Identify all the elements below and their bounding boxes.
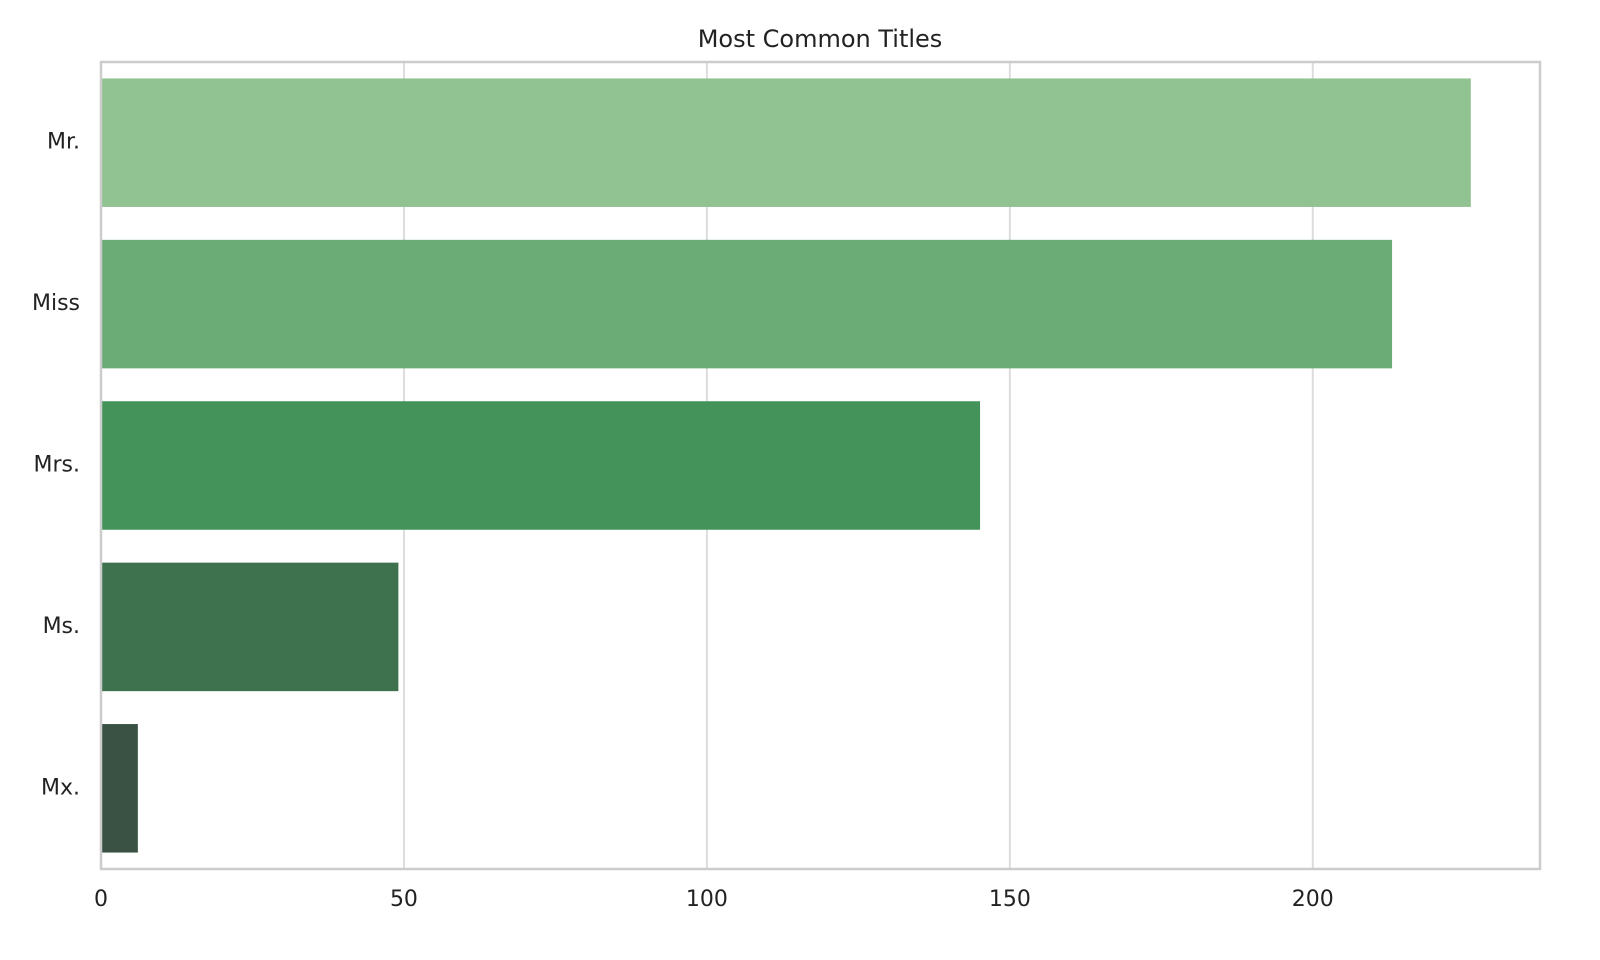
bar [100,562,399,692]
x-tick-label: 150 [989,887,1031,912]
y-tick-label: Mx. [41,775,80,800]
y-tick-label: Mrs. [34,453,80,478]
x-tick-label: 50 [390,887,418,912]
bar [100,78,1471,207]
y-tick-label: Ms. [43,614,80,639]
y-tick-label: Mr. [47,130,80,155]
y-tick-label: Miss [32,291,80,316]
bar [100,401,981,530]
bar [100,239,1393,369]
x-tick-label: 0 [94,887,108,912]
bar [100,724,138,853]
x-tick-label: 100 [686,887,728,912]
plot-frame [99,60,1542,871]
chart-title: Most Common Titles [698,25,943,53]
x-tick-label: 200 [1292,887,1334,912]
